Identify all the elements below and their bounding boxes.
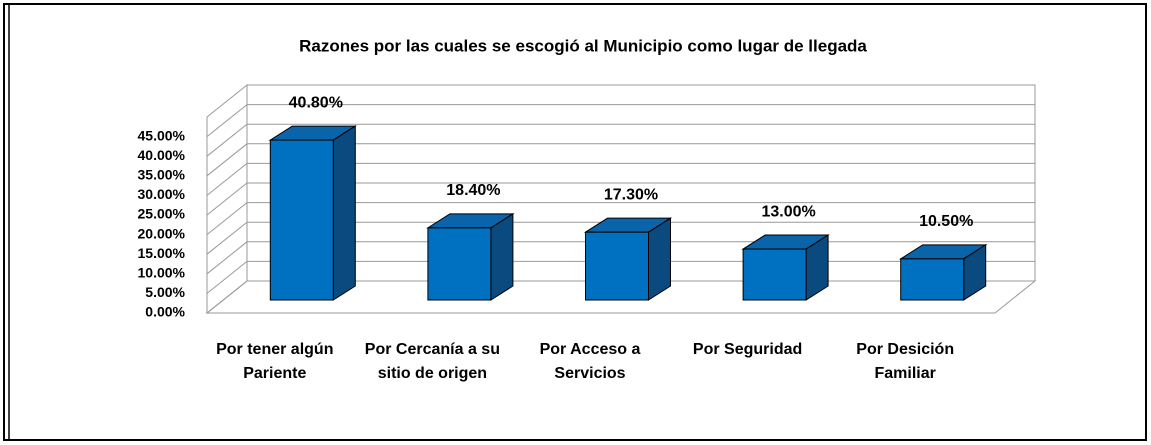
x-tick-label: Por tener algún Pariente: [216, 341, 334, 382]
grid-line: [206, 162, 1035, 196]
bar-side: [648, 217, 671, 301]
value-label: 10.50%: [919, 213, 973, 230]
grid-line: [206, 143, 1035, 177]
bar: [900, 258, 965, 301]
y-tick-label: 35.00%: [138, 167, 186, 183]
y-tick-label: 40.00%: [138, 147, 186, 163]
x-tick-label: Por Desición Familiar: [856, 341, 955, 382]
bar: [269, 139, 334, 301]
bar: [427, 227, 492, 301]
value-label: 40.80%: [289, 94, 343, 111]
x-tick-label: Por Acceso a Servicios: [539, 341, 641, 382]
grid-line: [206, 202, 1035, 235]
value-label: 13.00%: [761, 203, 815, 220]
grid-line: [206, 104, 1035, 137]
bar-side: [490, 212, 514, 301]
y-tick-label: 15.00%: [138, 245, 186, 261]
value-label: 18.40%: [446, 182, 500, 199]
chart-title: Razones por las cuales se escogió al Mun…: [299, 36, 867, 55]
y-tick-label: 10.00%: [138, 265, 186, 281]
y-tick-label: 0.00%: [145, 304, 185, 320]
grid-line: [206, 123, 1035, 157]
grid-line: [206, 221, 1035, 255]
bar-side: [332, 125, 356, 301]
value-label: 17.30%: [604, 186, 658, 203]
x-tick-label: Por Seguridad: [692, 341, 803, 358]
frame: [3, 3, 1147, 441]
y-tick-label: 25.00%: [138, 206, 186, 222]
bar: [742, 248, 807, 301]
grid-line: [206, 182, 1035, 216]
x-tick-label: Por Cercanía a su sitio de origen: [364, 341, 500, 382]
y-tick-label: 20.00%: [138, 225, 186, 241]
bar: [585, 231, 649, 301]
y-tick-label: 30.00%: [138, 186, 186, 202]
y-tick-label: 45.00%: [138, 127, 186, 143]
y-tick-label: 5.00%: [145, 284, 185, 300]
